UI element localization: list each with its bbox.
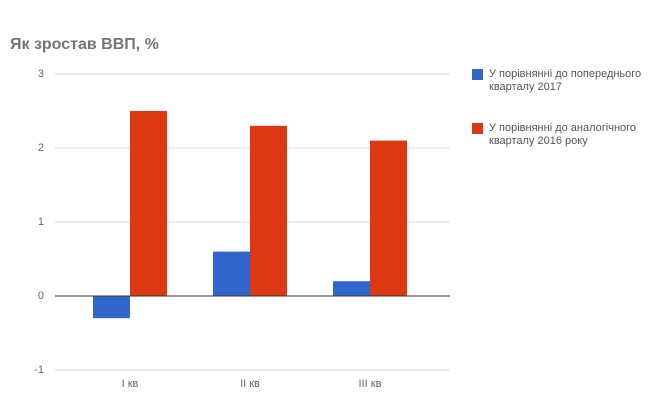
- legend-label: У порівнянні до аналогічного кварталу 20…: [489, 122, 637, 147]
- bar: [250, 125, 287, 296]
- bar: [213, 251, 250, 296]
- y-tick-label: 0: [38, 290, 44, 302]
- legend-item: У порівнянні до аналогічного кварталу 20…: [472, 122, 642, 148]
- bar: [93, 296, 130, 319]
- legend-swatch: [472, 69, 483, 80]
- bar: [370, 140, 407, 296]
- y-tick-label: -1: [34, 364, 44, 376]
- y-tick-label: 1: [38, 216, 44, 228]
- bar: [333, 281, 370, 296]
- chart-title: Як зростав ВВП, %: [10, 36, 159, 53]
- legend-item: У порівнянні до попереднього кварталу 20…: [472, 68, 642, 94]
- y-tick-label: 2: [38, 142, 44, 154]
- bar: [130, 111, 167, 296]
- x-tick-label: III кв: [359, 378, 382, 390]
- x-tick-label: I кв: [122, 378, 139, 390]
- x-tick-label: II кв: [240, 378, 260, 390]
- legend-swatch: [472, 123, 483, 134]
- y-tick-label: 3: [38, 68, 44, 80]
- legend-label: У порівнянні до попереднього кварталу 20…: [489, 68, 642, 93]
